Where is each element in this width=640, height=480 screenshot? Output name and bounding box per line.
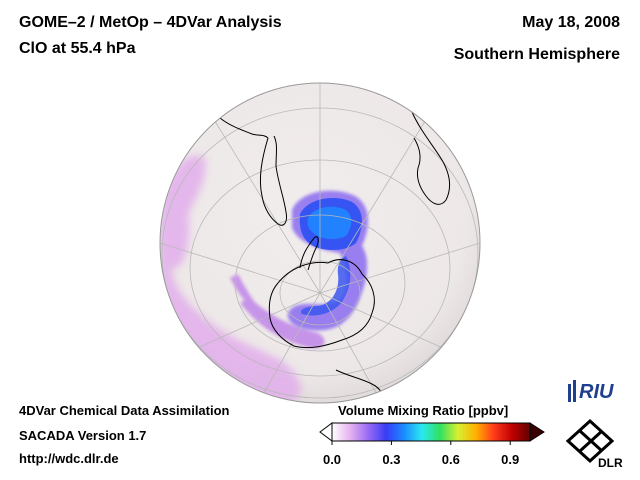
colorbar-high-arrow <box>529 422 545 442</box>
globe-map <box>159 82 481 404</box>
svg-text:DLR: DLR <box>598 456 623 469</box>
svg-text:RIU: RIU <box>579 381 614 403</box>
colorbar-tick-label: 0.0 <box>322 452 342 467</box>
africa-coast <box>411 111 450 205</box>
colorbar-tick-label: 0.9 <box>501 452 520 467</box>
colorbar-title: Volume Mixing Ratio [ppbv] <box>338 403 509 418</box>
riu-logo: RIU <box>568 380 614 403</box>
colorbar-tick-label: 0.6 <box>441 452 460 467</box>
title-line-1: GOME–2 / MetOp – 4DVar Analysis <box>19 14 282 31</box>
footer-line-1: 4DVar Chemical Data Assimilation <box>19 403 230 418</box>
dlr-logo: DLR <box>565 418 623 469</box>
clo-vortex <box>287 190 368 331</box>
hemisphere-label: Southern Hemisphere <box>453 46 620 63</box>
title-line-2: ClO at 55.4 hPa <box>19 40 136 57</box>
date-label: May 18, 2008 <box>522 14 620 31</box>
colorbar-low-arrow <box>319 422 333 442</box>
south-america-west <box>219 117 269 139</box>
new-zealand <box>229 377 239 399</box>
globe-outline <box>159 82 481 404</box>
colorbar-gradient <box>331 422 531 442</box>
footer-line-2: SACADA Version 1.7 <box>19 428 147 443</box>
colorbar <box>319 422 545 445</box>
south-america-coast <box>259 135 287 226</box>
footer-url: http://wdc.dlr.de <box>19 451 119 466</box>
clo-medium-band <box>230 274 325 349</box>
antarctic-peninsula <box>299 236 319 271</box>
antarctica-coast <box>268 259 375 349</box>
africa-tip <box>413 137 427 197</box>
colorbar-tick-label: 0.3 <box>382 452 401 467</box>
